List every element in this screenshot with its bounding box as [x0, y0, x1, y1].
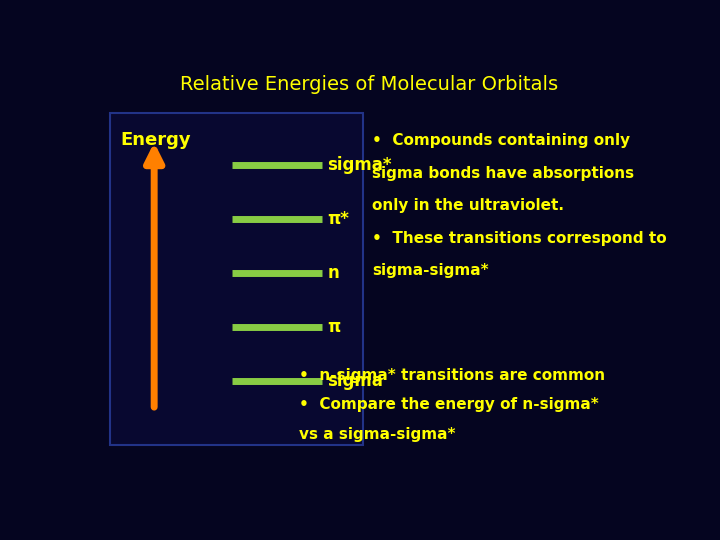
Text: vs a sigma-sigma*: vs a sigma-sigma*: [300, 427, 456, 442]
Text: n: n: [327, 264, 339, 282]
Text: sigma*: sigma*: [327, 156, 392, 173]
Text: •  n-sigma* transitions are common: • n-sigma* transitions are common: [300, 368, 606, 383]
Text: sigma-sigma*: sigma-sigma*: [372, 263, 488, 278]
Text: •  Compare the energy of n-sigma*: • Compare the energy of n-sigma*: [300, 397, 599, 413]
Text: •  These transitions correspond to: • These transitions correspond to: [372, 231, 667, 246]
Text: •  Compounds containing only: • Compounds containing only: [372, 133, 630, 148]
Text: only in the ultraviolet.: only in the ultraviolet.: [372, 198, 564, 213]
Text: sigma bonds have absorptions: sigma bonds have absorptions: [372, 166, 634, 181]
FancyBboxPatch shape: [109, 113, 364, 446]
Text: π: π: [327, 318, 341, 336]
Text: Energy: Energy: [121, 131, 192, 150]
Text: sigma: sigma: [327, 372, 383, 390]
Text: Relative Energies of Molecular Orbitals: Relative Energies of Molecular Orbitals: [180, 75, 558, 94]
Text: π*: π*: [327, 210, 349, 228]
